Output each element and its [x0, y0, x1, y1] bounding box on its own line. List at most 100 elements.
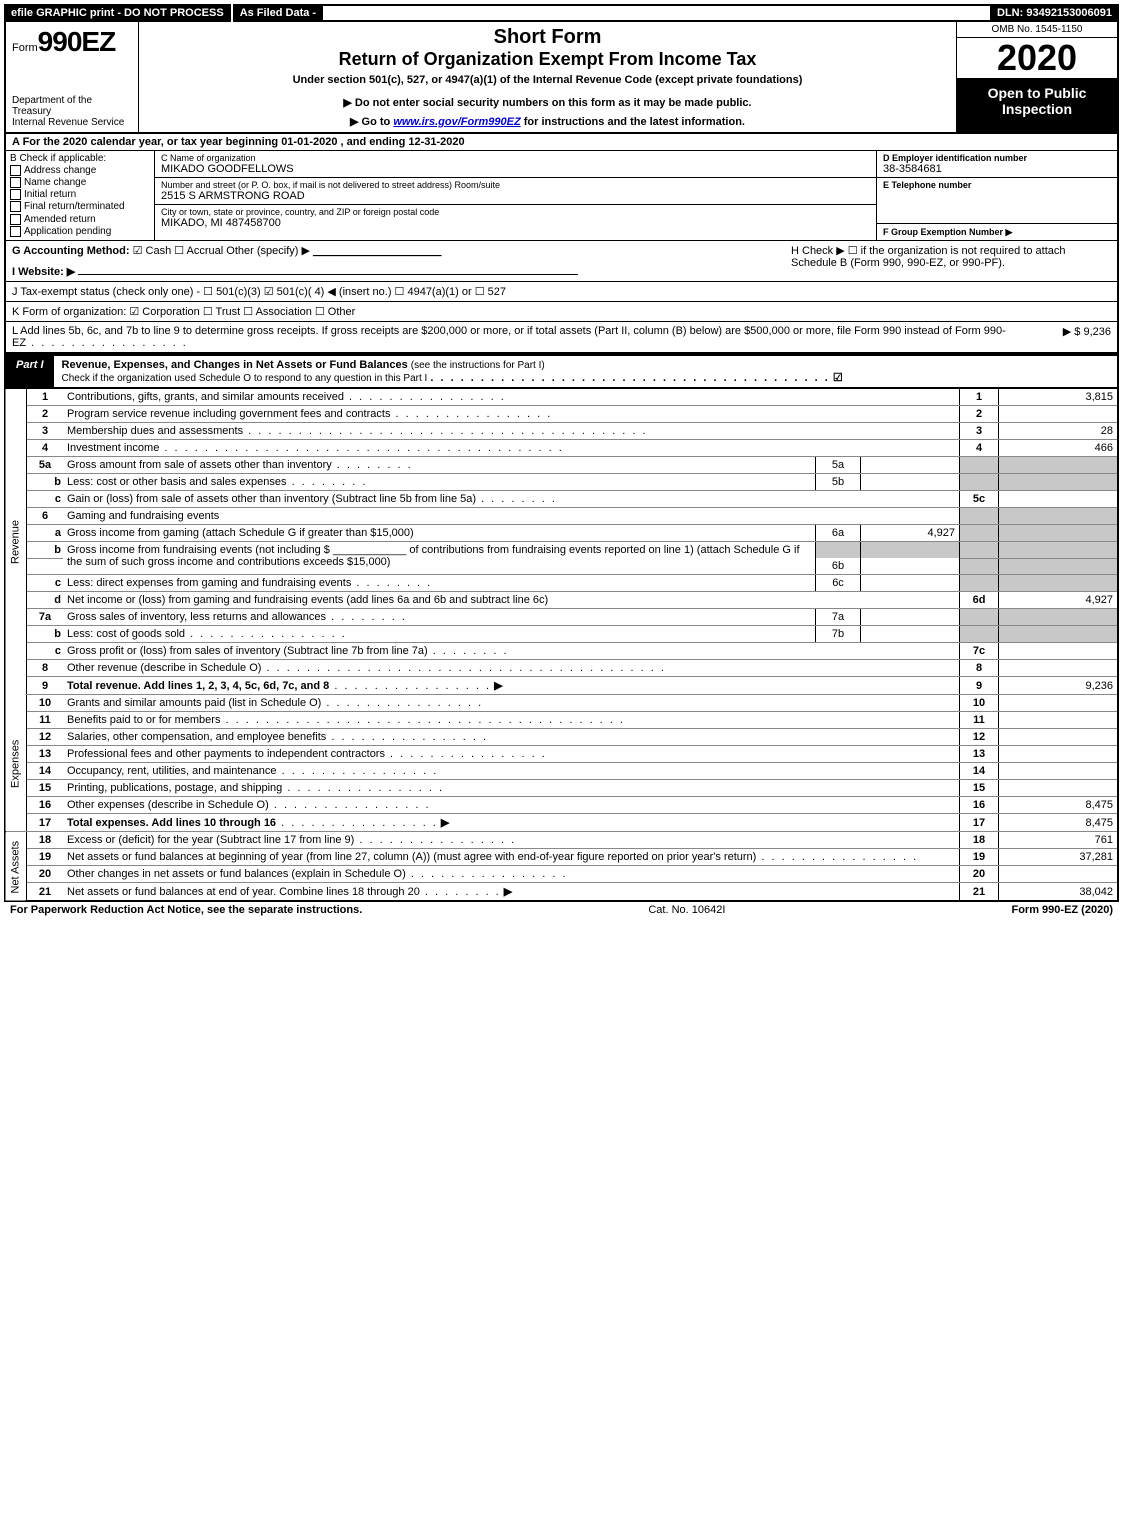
footer-left: For Paperwork Reduction Act Notice, see … [10, 904, 362, 916]
e-phone: E Telephone number [877, 178, 1117, 224]
line-3-desc: Membership dues and assessments [67, 425, 243, 437]
topbar-spacer [323, 4, 990, 22]
part-i-sub-chk: ☑ [833, 372, 843, 384]
irs-link[interactable]: www.irs.gov/Form990EZ [393, 116, 520, 128]
e-hdr: E Telephone number [883, 180, 1111, 190]
line-6d-desc: Net income or (loss) from gaming and fun… [67, 594, 548, 606]
block-bcdef: B Check if applicable: Address change Na… [4, 151, 1119, 241]
line-15-val [999, 780, 1119, 797]
footer-mid: Cat. No. 10642I [648, 904, 725, 916]
chk-final-return[interactable] [10, 201, 21, 212]
line-1-row: Revenue 1 Contributions, gifts, grants, … [5, 389, 1118, 406]
line-16-desc: Other expenses (describe in Schedule O) [67, 799, 269, 811]
part-i-title: Revenue, Expenses, and Changes in Net As… [54, 356, 1117, 387]
ssn-note: ▶ Do not enter social security numbers o… [147, 96, 948, 109]
side-expenses: Expenses [5, 695, 27, 832]
line-5c-val [999, 490, 1119, 507]
c-name-hdr: C Name of organization [161, 153, 870, 163]
col-c-org: C Name of organization MIKADO GOODFELLOW… [155, 151, 876, 240]
page-footer: For Paperwork Reduction Act Notice, see … [4, 902, 1119, 918]
line-20-desc: Other changes in net assets or fund bala… [67, 868, 406, 880]
b-item-3: Final return/terminated [24, 202, 125, 213]
side-net-assets: Net Assets [5, 832, 27, 902]
dept-1: Department of the Treasury [12, 95, 132, 117]
line-21-val: 38,042 [999, 883, 1119, 902]
line-3-val: 28 [999, 422, 1119, 439]
l-val: ▶ $ 9,236 [1011, 325, 1111, 349]
c-addr-val: 2515 S ARMSTRONG ROAD [161, 190, 870, 202]
j-tax-exempt: J Tax-exempt status (check only one) - ☐… [12, 285, 1111, 298]
line-18-desc: Excess or (deficit) for the year (Subtra… [67, 834, 354, 846]
c-city-val: MIKADO, MI 487458700 [161, 217, 870, 229]
form-prefix: Form [12, 42, 38, 54]
c-addr-block: Number and street (or P. O. box, if mail… [155, 178, 876, 205]
part-i-title-paren: (see the instructions for Part I) [411, 360, 545, 371]
line-21-desc: Net assets or fund balances at end of ye… [67, 886, 420, 898]
dln-label: DLN: 93492153006091 [990, 4, 1119, 22]
row-l: L Add lines 5b, 6c, and 7b to line 9 to … [6, 322, 1117, 354]
form-number-big: 990EZ [38, 26, 116, 57]
line-19-desc: Net assets or fund balances at beginning… [67, 851, 756, 863]
part-i-title-text: Revenue, Expenses, and Changes in Net As… [62, 359, 408, 371]
f-hdr: F Group Exemption Number ▶ [883, 227, 1012, 237]
efile-label: efile GRAPHIC print - DO NOT PROCESS [4, 4, 231, 22]
line-18-val: 761 [999, 832, 1119, 849]
line-7a-desc: Gross sales of inventory, less returns a… [67, 611, 326, 623]
line-1-val: 3,815 [999, 389, 1119, 406]
part-i-header: Part I Revenue, Expenses, and Changes in… [4, 354, 1119, 389]
c-city-block: City or town, state or province, country… [155, 205, 876, 231]
row-a-tax-year: A For the 2020 calendar year, or tax yea… [4, 134, 1119, 151]
line-17-desc: Total expenses. Add lines 10 through 16 [67, 817, 276, 829]
short-form-label: Short Form [147, 26, 948, 49]
line-11-desc: Benefits paid to or for members [67, 714, 220, 726]
omb-number: OMB No. 1545-1150 [957, 22, 1117, 38]
line-7c-val [999, 643, 1119, 660]
i-website: I Website: ▶ [12, 266, 75, 278]
line-13-val [999, 746, 1119, 763]
line-6a-val: 4,927 [861, 524, 960, 541]
line-8-desc: Other revenue (describe in Schedule O) [67, 662, 261, 674]
c-name-block: C Name of organization MIKADO GOODFELLOW… [155, 151, 876, 178]
line-5c-desc: Gain or (loss) from sale of assets other… [67, 493, 476, 505]
row-g-h: G Accounting Method: ☑ Cash ☐ Accrual Ot… [6, 241, 1117, 282]
line-6-desc: Gaming and fundraising events [63, 507, 960, 524]
line-9-desc: Total revenue. Add lines 1, 2, 3, 4, 5c,… [67, 680, 329, 692]
chk-initial-return[interactable] [10, 189, 21, 200]
b-item-5: Application pending [24, 226, 111, 237]
line-8-val [999, 660, 1119, 677]
line-12-val [999, 729, 1119, 746]
line-20-val [999, 866, 1119, 883]
row-j: J Tax-exempt status (check only one) - ☐… [6, 282, 1117, 302]
website-line [78, 274, 578, 275]
footer-right: Form 990-EZ (2020) [1011, 904, 1113, 916]
dept-2: Internal Revenue Service [12, 117, 132, 128]
col-def: D Employer identification number 38-3584… [876, 151, 1117, 240]
chk-name-change[interactable] [10, 177, 21, 188]
h-check: H Check ▶ ☐ if the organization is not r… [791, 244, 1111, 278]
form-subtitle: Under section 501(c), 527, or 4947(a)(1)… [147, 74, 948, 86]
line-11-val [999, 712, 1119, 729]
chk-address-change[interactable] [10, 165, 21, 176]
chk-amended[interactable] [10, 214, 21, 225]
line-19-val: 37,281 [999, 849, 1119, 866]
c-addr-hdr: Number and street (or P. O. box, if mail… [161, 180, 870, 190]
g-line: _____________________ [313, 245, 441, 257]
line-12-desc: Salaries, other compensation, and employ… [67, 731, 326, 743]
chk-app-pending[interactable] [10, 226, 21, 237]
top-bar: efile GRAPHIC print - DO NOT PROCESS As … [4, 4, 1119, 22]
header-mid: Short Form Return of Organization Exempt… [139, 22, 956, 132]
line-16-val: 8,475 [999, 797, 1119, 814]
line-7b-desc: Less: cost of goods sold [67, 628, 185, 640]
header-right: OMB No. 1545-1150 2020 Open to Public In… [956, 22, 1117, 132]
form-title: Return of Organization Exempt From Incom… [147, 49, 948, 70]
form-header: Form990EZ Department of the Treasury Int… [4, 22, 1119, 134]
line-7c-desc: Gross profit or (loss) from sales of inv… [67, 645, 428, 657]
b-item-2: Initial return [24, 189, 76, 200]
b-item-0: Address change [24, 165, 96, 176]
line-17-val: 8,475 [999, 814, 1119, 832]
line-6c-desc: Less: direct expenses from gaming and fu… [67, 577, 351, 589]
line-2-desc: Program service revenue including govern… [67, 408, 390, 420]
lines-table: Revenue 1 Contributions, gifts, grants, … [4, 389, 1119, 903]
dept-block: Department of the Treasury Internal Reve… [12, 95, 132, 128]
b-item-4: Amended return [24, 214, 96, 225]
